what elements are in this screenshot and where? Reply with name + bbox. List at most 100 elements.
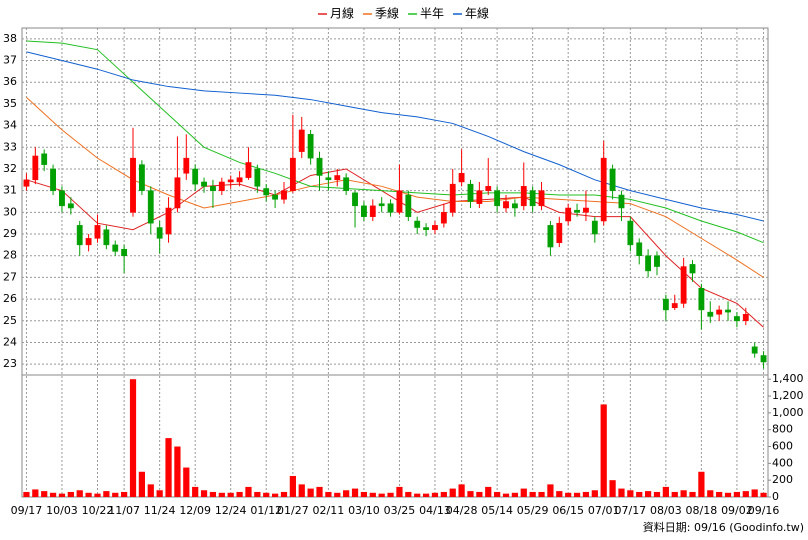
candle-body (32, 155, 39, 181)
candle-body (396, 190, 403, 213)
candle-body (458, 173, 465, 183)
candle-body (174, 177, 181, 209)
x-tick-label: 11/24 (144, 504, 176, 517)
volume-bar (263, 492, 270, 497)
candle-body (94, 225, 101, 239)
y-tick-label: 24 (3, 335, 17, 348)
candle-body (529, 190, 536, 207)
volume-bar (76, 490, 83, 497)
candle-body (50, 168, 56, 191)
candle-body (361, 205, 367, 217)
candle-body (636, 242, 643, 256)
volume-bar (298, 484, 305, 497)
volume-bar (538, 491, 545, 497)
volume-bar (502, 493, 510, 497)
volume-bar (280, 491, 288, 497)
y-tick-label: 27 (3, 270, 17, 283)
volume-bar (414, 493, 421, 497)
candle-body (449, 183, 456, 213)
y-tick-label: 34 (3, 119, 17, 132)
candle-body (725, 309, 731, 313)
y2-tick-label: 1,400 (772, 372, 804, 385)
volume-bar (49, 492, 57, 497)
candle-body (671, 303, 678, 309)
y2-tick-label: 800 (772, 423, 793, 436)
candle-body (352, 192, 358, 207)
x-tick-label: 09/16 (748, 504, 780, 517)
x-tick-label: 08/03 (650, 504, 682, 517)
volume-bar (316, 486, 323, 497)
candle-body (414, 220, 421, 228)
volume-bar (716, 491, 723, 497)
volume-bar (307, 488, 314, 497)
candle-body (112, 244, 119, 252)
x-tick-label: 08/18 (686, 504, 718, 517)
volume-bar (85, 492, 92, 497)
candle-body (325, 177, 332, 181)
candle-body (165, 207, 172, 235)
x-tick-label: 09/17 (11, 504, 43, 517)
volume-bar (183, 467, 190, 497)
candle-body (538, 190, 545, 207)
candle-body (387, 203, 394, 213)
volume-bar (742, 491, 749, 497)
y-tick-label: 31 (3, 184, 17, 197)
volume-bar (556, 491, 563, 497)
volume-bar (494, 491, 501, 497)
candle-body (138, 164, 145, 191)
volume-bar (23, 491, 30, 497)
x-tick-label: 09/02 (721, 504, 753, 517)
candle-body (192, 168, 199, 185)
candle-body (334, 175, 341, 181)
candle-body (76, 225, 83, 246)
volume-bar (343, 490, 350, 497)
y-tick-label: 38 (3, 32, 17, 45)
volume-bar (227, 492, 234, 497)
candle-body (547, 225, 554, 248)
candle-body (760, 355, 767, 363)
volume-bar (707, 490, 714, 497)
volume-bar (192, 486, 199, 497)
volume-bar (449, 488, 456, 497)
volume-bar (591, 490, 598, 497)
y2-tick-label: 1,000 (772, 406, 804, 419)
x-tick-label: 12/24 (215, 504, 247, 517)
legend-label: 季線 (375, 6, 399, 21)
volume-bar (636, 491, 643, 497)
candle-body (343, 177, 350, 191)
volume-bar (476, 491, 483, 497)
candle-body (680, 266, 687, 304)
volume-bar (582, 491, 590, 497)
candle-body (440, 212, 447, 224)
x-tick-label: 01/27 (277, 504, 309, 517)
candle-body (503, 201, 509, 209)
y-tick-label: 25 (3, 314, 17, 327)
candle-body (476, 190, 483, 204)
candle-body (183, 157, 190, 174)
volume-bar (440, 491, 447, 497)
volume-bar (94, 493, 101, 497)
candle-body (423, 227, 429, 230)
candle-body (405, 194, 412, 217)
volume-bar (680, 490, 687, 497)
ma-line (26, 51, 764, 222)
x-tick-label: 07/01 (588, 504, 620, 517)
volume-bar (325, 491, 332, 497)
candle-body (41, 153, 48, 165)
x-tick-label: 04/28 (446, 504, 478, 517)
candle-body (298, 129, 305, 152)
candle-body (734, 316, 740, 322)
volume-bar (174, 446, 181, 497)
x-tick-label: 03/10 (348, 504, 380, 517)
volume-bar (671, 491, 678, 497)
x-tick-label: 03/25 (384, 504, 416, 517)
volume-bar (520, 488, 527, 497)
y-tick-label: 36 (3, 75, 17, 88)
candle-body (210, 186, 216, 191)
y-tick-label: 23 (3, 357, 17, 370)
candle-body (130, 157, 136, 213)
y2-tick-label: 1,200 (772, 389, 804, 402)
candle-body (511, 203, 518, 209)
volume-bar (351, 488, 359, 497)
volume-bar (396, 486, 403, 497)
